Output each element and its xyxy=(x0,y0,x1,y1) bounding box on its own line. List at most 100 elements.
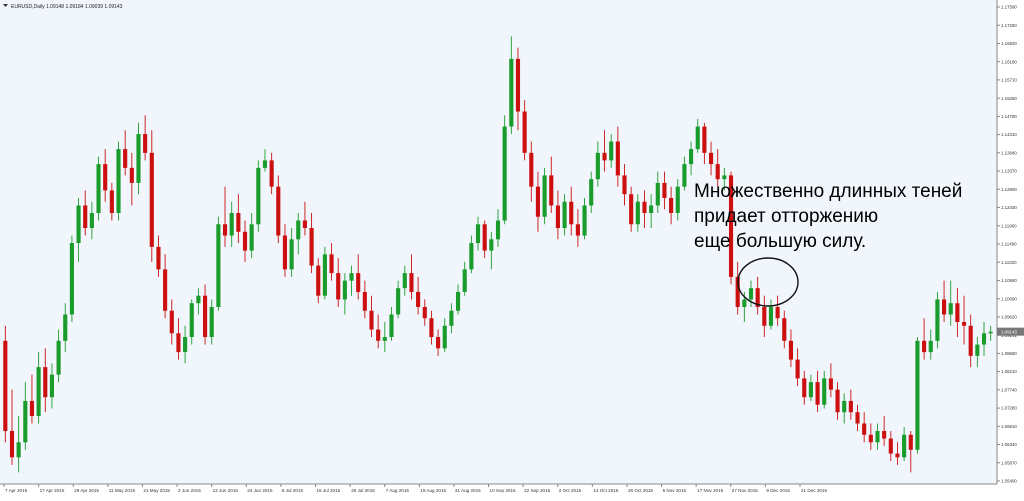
candle-down xyxy=(835,389,840,413)
candle-up xyxy=(296,220,301,240)
candle-up xyxy=(675,186,680,213)
candle-up xyxy=(209,306,214,338)
candle-down xyxy=(409,273,414,292)
candle-up xyxy=(915,340,920,450)
candle-up xyxy=(808,382,813,398)
candle-down xyxy=(309,228,314,266)
price-tick-label: 1.05400 xyxy=(1001,479,1017,484)
price-tick-label: 1.15250 xyxy=(1001,96,1017,101)
price-tick-label: 1.16180 xyxy=(1001,59,1017,64)
candle-up xyxy=(928,340,933,353)
candle-down xyxy=(123,149,128,168)
candle-down xyxy=(848,400,853,413)
price-tick-label: 1.05870 xyxy=(1001,460,1017,465)
candle-down xyxy=(269,160,274,187)
price-tick-label: 1.13370 xyxy=(1001,169,1017,174)
candle-down xyxy=(103,164,108,191)
candle-down xyxy=(436,337,441,349)
candle-up xyxy=(382,337,387,341)
candle-up xyxy=(342,280,347,300)
candle-down xyxy=(702,126,707,153)
date-tick-label: 29 Apr 2015 xyxy=(74,488,99,493)
candle-up xyxy=(396,288,401,315)
candle-up xyxy=(96,164,101,213)
candle-down xyxy=(416,291,421,307)
candle-down xyxy=(788,340,794,360)
candle-up xyxy=(589,179,594,206)
candle-down xyxy=(356,273,361,292)
candle-down xyxy=(9,431,15,458)
candle-down xyxy=(29,400,35,416)
price-tick-label: 1.12430 xyxy=(1001,205,1017,210)
candle-down xyxy=(376,329,381,341)
candle-up xyxy=(562,201,567,229)
candle-down xyxy=(762,306,767,326)
candle-down xyxy=(955,303,960,322)
candle-down xyxy=(662,182,667,198)
price-tick-label: 1.17250 xyxy=(1001,23,1017,28)
candle-down xyxy=(3,340,8,432)
candle-down xyxy=(222,224,228,236)
candle-up xyxy=(256,167,261,225)
candle-up xyxy=(289,239,294,270)
date-tick-label: 7 Apr 2015 xyxy=(5,488,28,493)
candle-down xyxy=(895,453,900,458)
candle-up xyxy=(116,149,121,213)
candle-down xyxy=(482,224,487,251)
candle-down xyxy=(149,152,154,247)
candle-down xyxy=(828,378,833,390)
candle-up xyxy=(695,126,700,150)
chevron-down-icon[interactable] xyxy=(3,4,8,7)
candle-up xyxy=(981,333,987,345)
candle-up xyxy=(975,344,980,356)
candle-down xyxy=(276,186,281,236)
candle-down xyxy=(815,382,820,405)
candle-down xyxy=(728,175,734,277)
candle-up xyxy=(842,400,847,413)
candle-up xyxy=(649,205,654,213)
chart-title: EURUSD,Daily 1.09148 1.09184 1.09039 1.0… xyxy=(11,4,123,10)
candle-up xyxy=(742,299,747,307)
price-axis-panel xyxy=(997,0,1024,496)
candle-up xyxy=(475,224,481,244)
candle-down xyxy=(535,186,541,217)
candle-up xyxy=(196,295,201,304)
date-tick-label: 9 Dec 2015 xyxy=(766,488,790,493)
candle-down xyxy=(316,265,321,296)
candle-up xyxy=(748,288,754,300)
candle-up xyxy=(768,306,774,326)
candle-down xyxy=(369,310,374,330)
candle-down xyxy=(642,201,647,213)
date-tick-label: 17 Apr 2015 xyxy=(40,488,65,493)
date-tick-label: 21 May 2015 xyxy=(143,488,170,493)
candle-up xyxy=(902,434,907,458)
date-tick-label: 27 Nov 2015 xyxy=(732,488,758,493)
candle-up xyxy=(349,273,354,281)
price-tick-label: 1.08680 xyxy=(1001,351,1017,356)
candle-down xyxy=(422,306,427,319)
candle-down xyxy=(569,201,574,225)
price-tick-label: 1.11020 xyxy=(1001,260,1017,265)
candle-up xyxy=(635,201,640,225)
date-tick-label: 16 Jul 2015 xyxy=(316,488,340,493)
price-tick-label: 1.06810 xyxy=(1001,424,1017,429)
annotation-line-1: Множественно длинных теней xyxy=(694,181,963,202)
candle-down xyxy=(336,273,341,300)
candle-down xyxy=(143,134,148,153)
candle-up xyxy=(948,303,953,315)
annotation-text: Множественно длинных теней придает оттор… xyxy=(694,179,994,254)
candle-down xyxy=(622,175,627,195)
candle-up xyxy=(609,141,614,161)
date-tick-label: 5 Nov 2015 xyxy=(663,488,687,493)
candle-down xyxy=(329,254,334,274)
candle-down xyxy=(669,197,674,213)
candle-up xyxy=(23,400,28,443)
price-tick-label: 1.06340 xyxy=(1001,442,1017,447)
candle-down xyxy=(203,295,208,338)
candle-up xyxy=(389,314,394,338)
candle-up xyxy=(56,340,61,375)
candle-down xyxy=(888,438,893,454)
candle-down xyxy=(615,141,620,176)
candle-up xyxy=(689,149,694,165)
candle-up xyxy=(322,254,327,296)
